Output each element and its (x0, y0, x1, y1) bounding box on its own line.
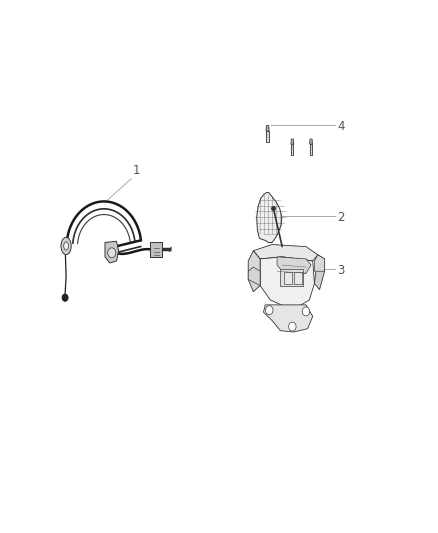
Circle shape (302, 307, 310, 316)
Text: 1: 1 (133, 164, 140, 177)
Polygon shape (264, 305, 313, 332)
Bar (284, 272, 292, 284)
Polygon shape (291, 144, 293, 155)
Polygon shape (248, 251, 260, 292)
Polygon shape (277, 257, 311, 273)
Text: 4: 4 (337, 120, 345, 133)
Text: 3: 3 (337, 264, 345, 277)
Circle shape (108, 248, 116, 257)
Polygon shape (310, 144, 312, 155)
Ellipse shape (64, 242, 68, 250)
Polygon shape (260, 257, 314, 306)
Ellipse shape (61, 237, 71, 255)
Polygon shape (266, 126, 269, 131)
Bar (280, 269, 303, 286)
Polygon shape (314, 255, 325, 290)
Polygon shape (248, 267, 260, 286)
Polygon shape (266, 131, 268, 142)
Circle shape (289, 322, 296, 331)
Polygon shape (314, 255, 325, 271)
Polygon shape (291, 139, 294, 144)
Bar (150, 242, 162, 257)
Circle shape (62, 294, 68, 301)
Bar (294, 272, 301, 284)
Text: 2: 2 (337, 211, 345, 224)
Polygon shape (257, 192, 282, 243)
Polygon shape (105, 241, 119, 263)
Circle shape (265, 306, 273, 314)
Polygon shape (253, 245, 318, 261)
Polygon shape (310, 139, 312, 144)
